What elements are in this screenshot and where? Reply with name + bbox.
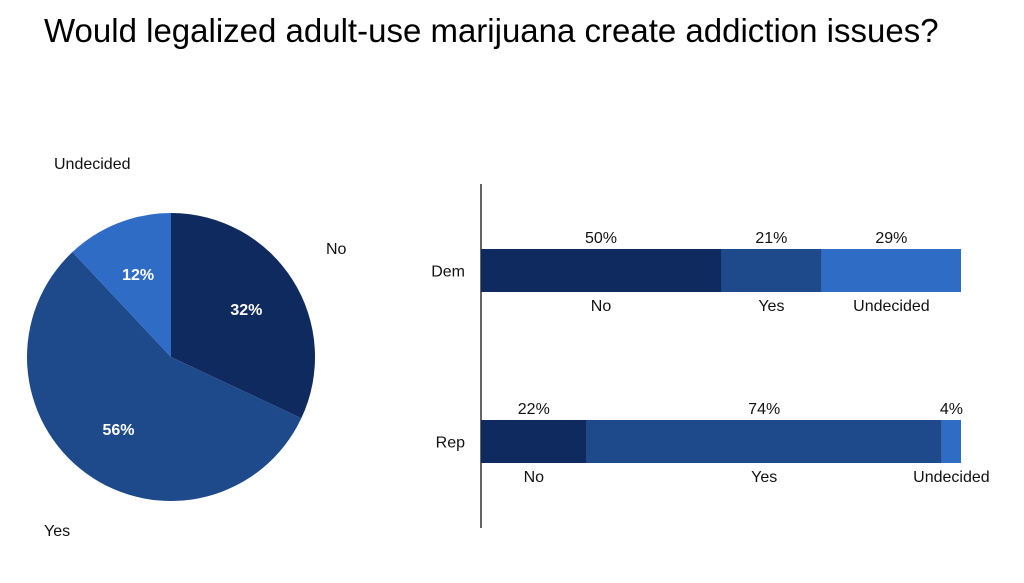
bar-segment-rep-undecided	[941, 420, 961, 463]
pie-category-label-yes: Yes	[44, 523, 70, 540]
bar-value-label-dem-undecided: 29%	[875, 230, 907, 247]
stacked-bar-chart: Dem 50% No 21% Yes 29% Undecided Rep 22% No 74% Yes…	[431, 184, 990, 528]
bar-series-label-rep-no: No	[524, 469, 545, 486]
pie-category-label-undecided: Undecided	[54, 156, 131, 173]
bar-series-label-rep-undecided: Undecided	[913, 469, 990, 486]
bar-series-label-dem-yes: Yes	[758, 298, 784, 315]
pie-chart: 32% No 56% Yes 12% Undecided	[27, 156, 347, 540]
bar-value-label-rep-yes: 74%	[748, 401, 780, 418]
pie-slice-yes	[27, 252, 302, 502]
bar-category-label-dem: Dem	[431, 264, 465, 281]
pie-slice-no	[171, 213, 316, 419]
bar-value-label-dem-yes: 21%	[755, 230, 787, 247]
bar-segment-rep-yes	[586, 420, 942, 463]
bar-segment-dem-yes	[721, 249, 822, 292]
pie-value-label-undecided: 12%	[122, 267, 154, 284]
pie-value-label-yes: 56%	[102, 422, 134, 439]
bar-segment-rep-no	[481, 420, 587, 463]
bar-value-label-rep-no: 22%	[518, 401, 550, 418]
chart-title: Would legalized adult-use marijuana crea…	[44, 12, 939, 49]
pie-value-label-no: 32%	[230, 302, 262, 319]
bar-value-label-rep-undecided: 4%	[940, 401, 963, 418]
bar-category-label-rep: Rep	[436, 435, 465, 452]
bar-series-label-dem-undecided: Undecided	[853, 298, 930, 315]
bar-series-label-rep-yes: Yes	[751, 469, 777, 486]
bar-value-label-dem-no: 50%	[585, 230, 617, 247]
bar-segment-dem-undecided	[821, 249, 961, 292]
pie-category-label-no: No	[326, 241, 347, 258]
bar-segment-dem-no	[481, 249, 721, 292]
pie-slice-undecided	[72, 213, 171, 357]
bar-series-label-dem-no: No	[591, 298, 612, 315]
